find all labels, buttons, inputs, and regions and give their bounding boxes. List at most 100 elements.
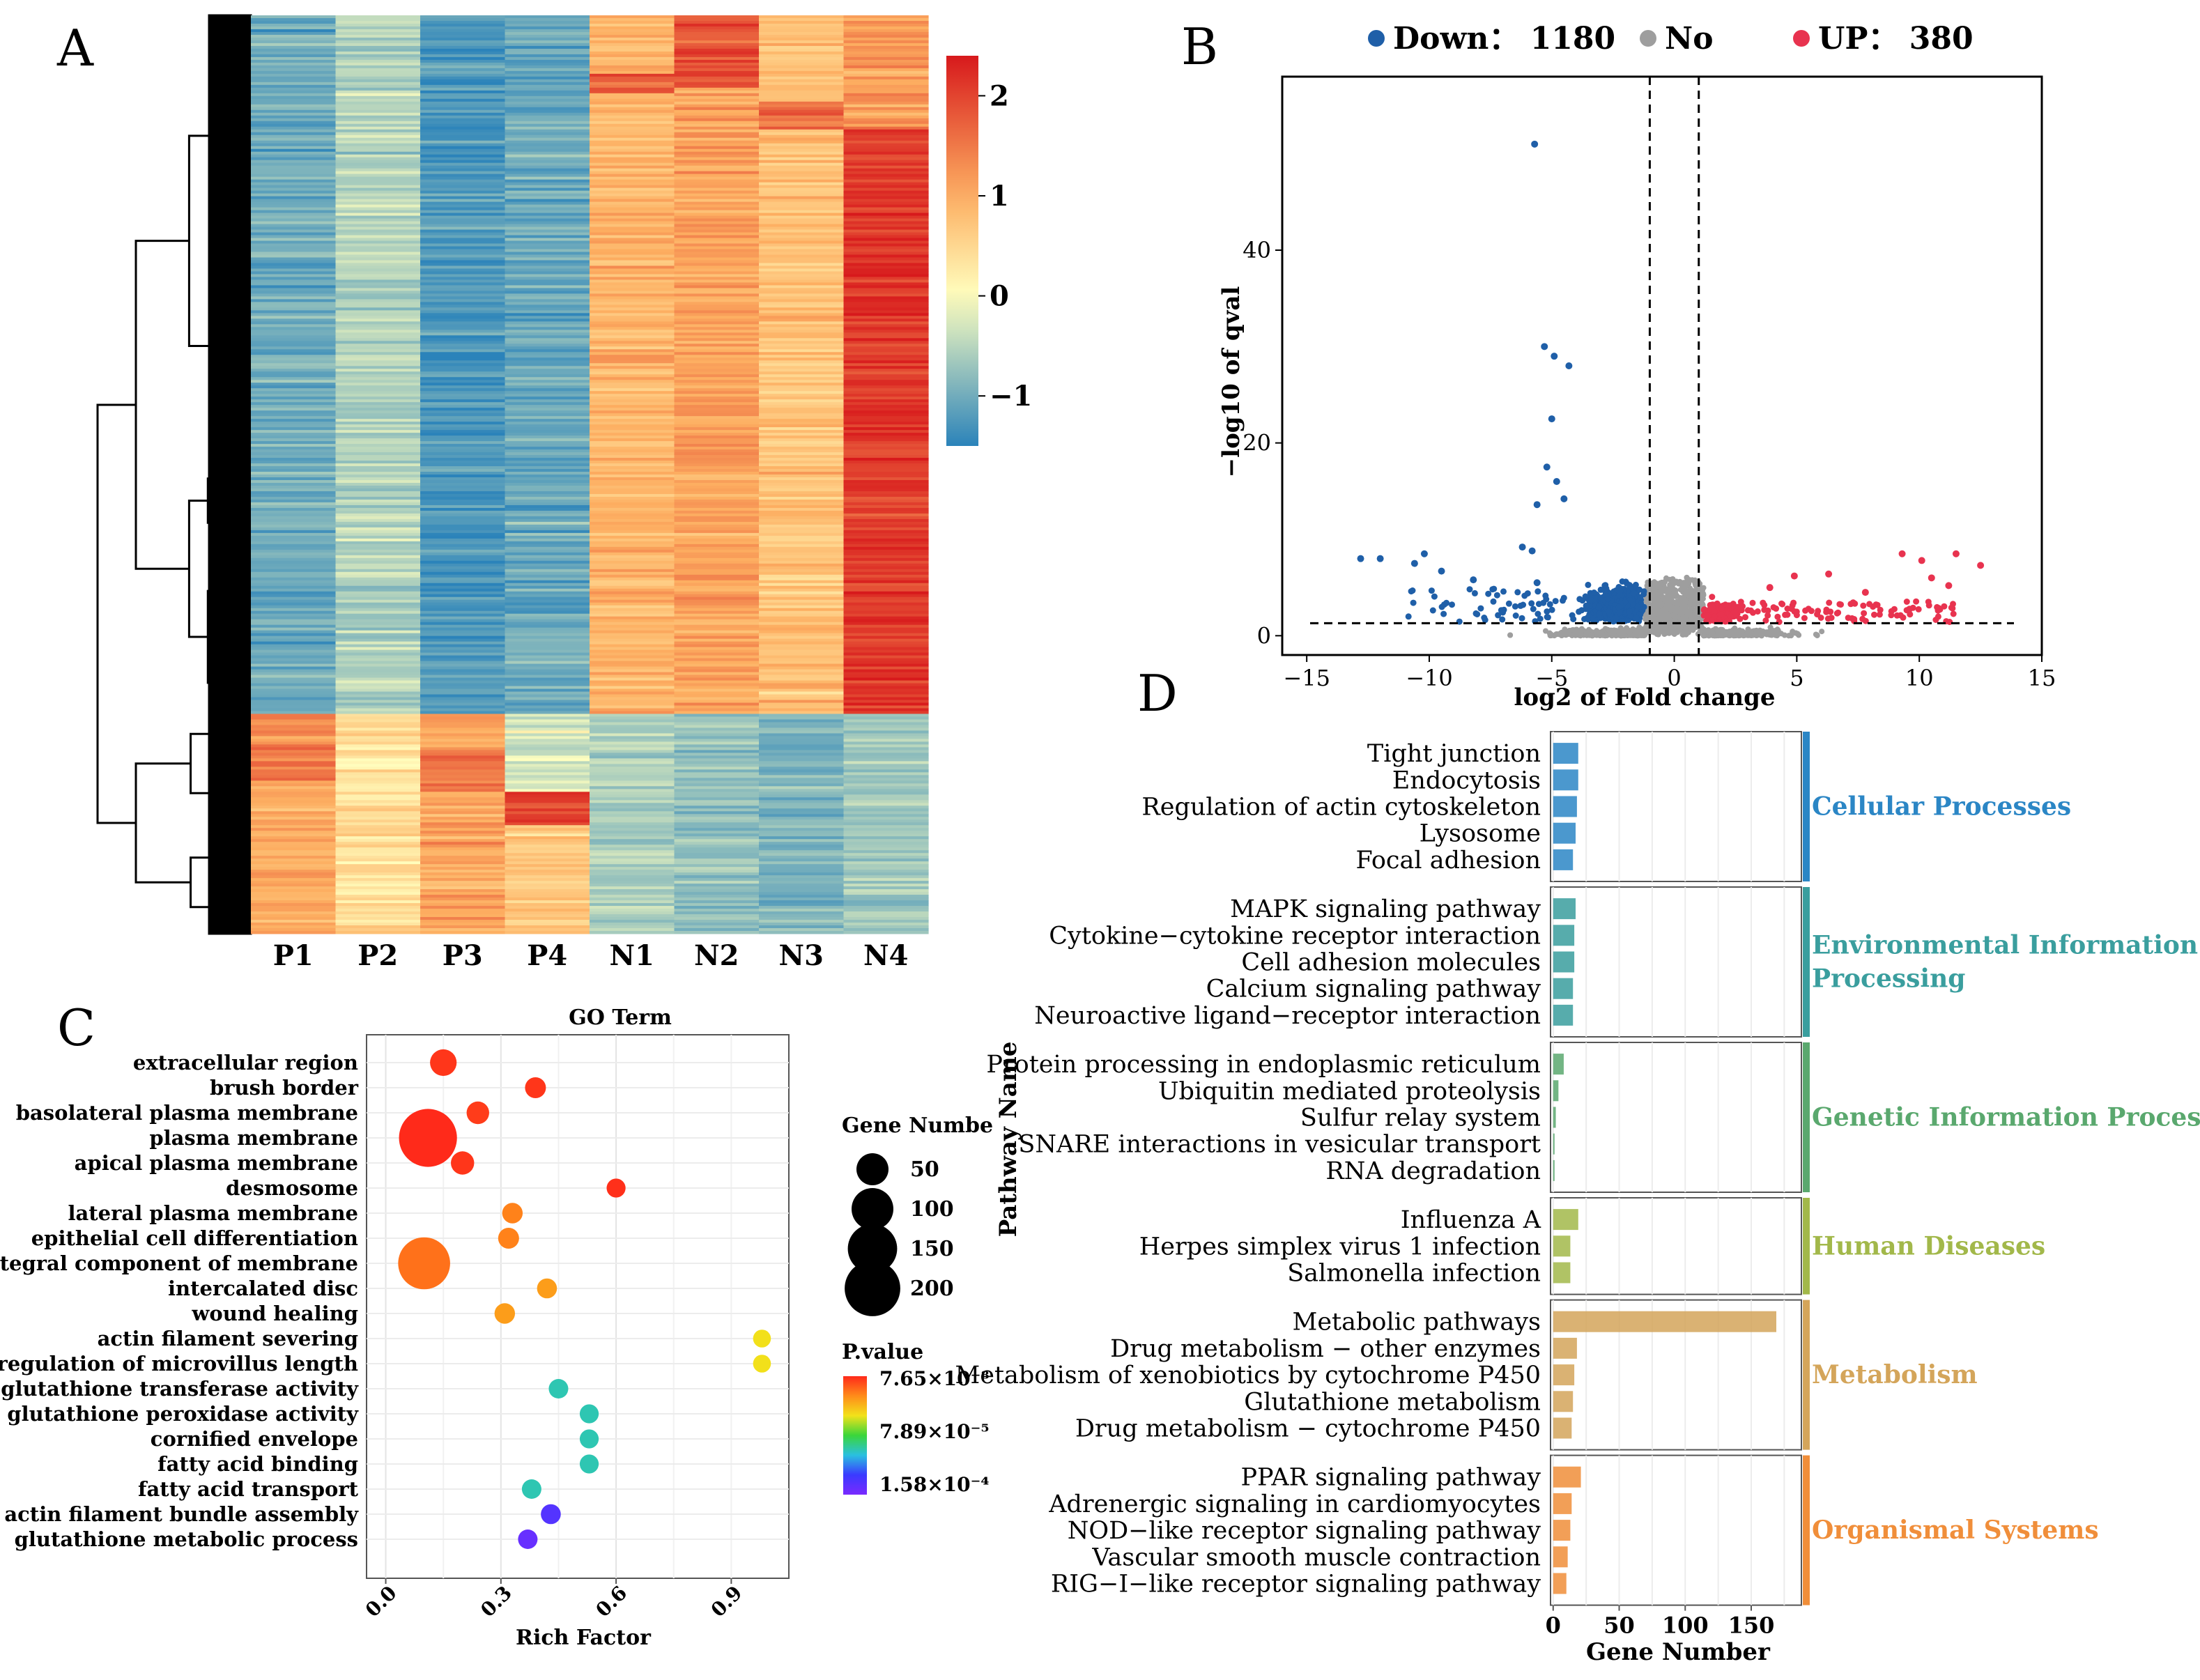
heatmap-cell [251, 688, 337, 693]
heatmap-cell [251, 405, 337, 408]
heatmap-cell [251, 872, 337, 876]
heatmap-cell [420, 48, 506, 52]
heatmap-cell [251, 716, 337, 720]
heatmap-cell [590, 399, 675, 403]
heatmap-cell [590, 424, 675, 428]
heatmap-cell [505, 316, 590, 319]
heatmap-cell [251, 321, 337, 325]
heatmap-cell [590, 491, 675, 495]
heatmap-cell [335, 753, 421, 756]
heatmap-cell [505, 730, 590, 734]
heatmap-cell [505, 895, 590, 898]
heatmap-cell [420, 516, 506, 520]
heatmap-cell [590, 892, 675, 895]
heatmap-cell [420, 160, 506, 164]
heatmap-cell [590, 56, 675, 61]
heatmap-cell [420, 422, 506, 425]
heatmap-cell [590, 193, 675, 197]
heatmap-cell [505, 864, 590, 868]
heatmap-cell [420, 530, 506, 534]
heatmap-cell [335, 229, 421, 233]
heatmap-cell [335, 811, 421, 815]
heatmap-cell [420, 109, 506, 114]
heatmap-cell [843, 26, 929, 30]
heatmap-cell [590, 349, 675, 353]
heatmap-cell [505, 708, 590, 711]
heatmap-cell [420, 652, 506, 656]
heatmap-cell [590, 112, 675, 116]
heatmap-cell [590, 641, 675, 645]
heatmap-cell [505, 360, 590, 364]
heatmap-cell [759, 803, 845, 806]
heatmap-cell [674, 433, 760, 436]
heatmap-cell [759, 705, 845, 709]
heatmap-cell [420, 17, 506, 22]
heatmap-cell [335, 906, 421, 909]
heatmap-cell [505, 109, 590, 114]
heatmap-cell [843, 171, 929, 175]
heatmap-cell [420, 889, 506, 893]
heatmap-cell [843, 594, 929, 598]
heatmap-cell [505, 602, 590, 606]
heatmap-cell [759, 213, 845, 217]
heatmap-cell [420, 624, 506, 629]
heatmap-cell [759, 123, 845, 128]
heatmap-cell [251, 828, 337, 831]
heatmap-cell [759, 588, 845, 592]
heatmap-cell [590, 577, 675, 581]
heatmap-cell [251, 380, 337, 383]
heatmap-cell [674, 761, 760, 764]
heatmap-cell [759, 318, 845, 322]
heatmap-cell [420, 357, 506, 361]
heatmap-cell [335, 889, 421, 893]
heatmap-cell [251, 73, 337, 77]
heatmap-cell [251, 884, 337, 887]
heatmap-cell [590, 881, 675, 884]
heatmap-cell [759, 260, 845, 263]
heatmap-cell [420, 806, 506, 809]
heatmap-cell [335, 925, 421, 929]
heatmap-cell [759, 349, 845, 353]
heatmap-cell [335, 422, 421, 425]
heatmap-cell [420, 419, 506, 422]
heatmap-cell [505, 335, 590, 339]
heatmap-cell [251, 850, 337, 854]
heatmap-cell [590, 207, 675, 211]
heatmap-cell [590, 271, 675, 275]
heatmap-cell [251, 419, 337, 422]
heatmap-cell [505, 82, 590, 86]
heatmap-cell [843, 527, 929, 531]
heatmap-cell [335, 352, 421, 355]
heatmap-cell [335, 201, 421, 206]
heatmap-cell [420, 363, 506, 367]
heatmap-cell [505, 702, 590, 706]
heatmap-cell [505, 196, 590, 200]
heatmap-cell [843, 31, 929, 36]
heatmap-cell [335, 669, 421, 673]
heatmap-cell [590, 146, 675, 150]
heatmap-cell [251, 472, 337, 475]
heatmap-cell [420, 727, 506, 731]
heatmap-cell [759, 825, 845, 829]
heatmap-cell [335, 257, 421, 261]
heatmap-cell [590, 268, 675, 272]
heatmap-cell [505, 134, 590, 139]
heatmap-cell [674, 338, 760, 341]
heatmap-cell [251, 249, 337, 252]
heatmap-cell [420, 246, 506, 249]
heatmap-cell [505, 549, 590, 553]
heatmap-cell [759, 666, 845, 670]
heatmap-cell [759, 151, 845, 155]
heatmap-cell [759, 263, 845, 266]
heatmap-cell [420, 475, 506, 478]
heatmap-cell [420, 708, 506, 711]
heatmap-cell [590, 82, 675, 86]
heatmap-cell [674, 165, 760, 169]
heatmap-cell [335, 466, 421, 470]
heatmap-cell [674, 416, 760, 419]
heatmap-cell [759, 897, 845, 901]
heatmap-cell [335, 633, 421, 637]
heatmap-cell [759, 419, 845, 422]
heatmap-cell [674, 702, 760, 706]
heatmap-cell [759, 235, 845, 239]
